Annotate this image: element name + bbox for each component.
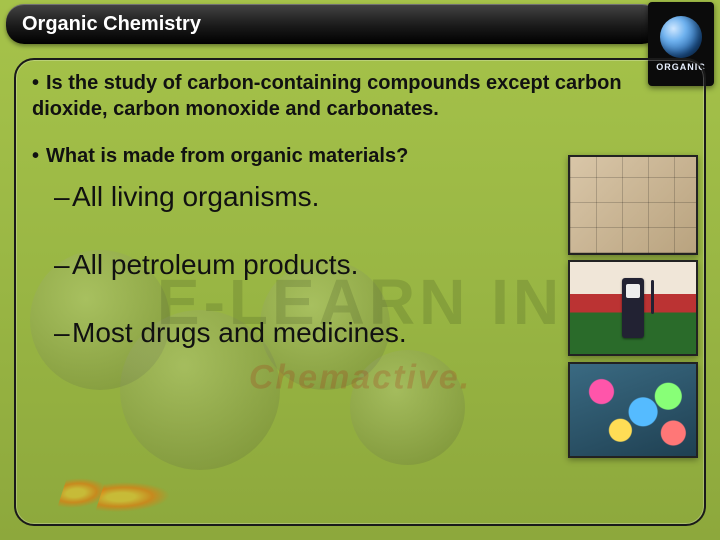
dash-marker: –	[54, 249, 72, 281]
bullet-marker: •	[32, 70, 46, 96]
slide: E-LEARN IN Chemactive. Organic Chemistry…	[0, 0, 720, 540]
pump-icon	[622, 278, 644, 338]
image-people-collage	[568, 155, 698, 255]
bullet-1: •Is the study of carbon-containing compo…	[32, 70, 690, 122]
dash-marker: –	[54, 317, 72, 349]
sub1-text: All living organisms.	[72, 181, 319, 212]
dash-marker: –	[54, 181, 72, 213]
slide-title: Organic Chemistry	[22, 13, 201, 36]
image-pills	[568, 362, 698, 458]
bullet-marker: •	[32, 144, 46, 169]
bullet-1-text: Is the study of carbon-containing compou…	[32, 72, 622, 120]
globe-icon	[660, 16, 702, 58]
title-bar: Organic Chemistry	[6, 4, 660, 44]
bullet-2-text: What is made from organic materials?	[46, 145, 408, 167]
sub2-text: All petroleum products.	[72, 249, 358, 280]
sub3-text: Most drugs and medicines.	[72, 317, 407, 348]
image-petrol-pump	[568, 260, 698, 356]
